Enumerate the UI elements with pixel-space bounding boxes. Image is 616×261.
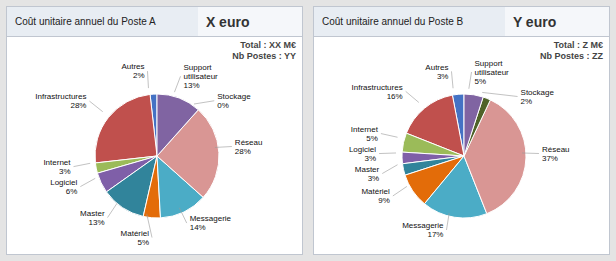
svg-text:Réseau37%: Réseau37% xyxy=(542,145,570,163)
svg-text:Messagerie14%: Messagerie14% xyxy=(190,214,232,232)
svg-text:Infrastructures16%: Infrastructures16% xyxy=(352,83,403,101)
html-text:Y euro: Y euro xyxy=(512,13,557,30)
svg-text:Matériel5%: Matériel5% xyxy=(121,229,150,247)
html-text:Total : XX M€: Total : XX M€ xyxy=(240,40,296,50)
html-text:Total : Z M€: Total : Z M€ xyxy=(553,40,603,50)
svg-text:Autres2%: Autres2% xyxy=(121,62,144,80)
svg-text:Stockage0%: Stockage0% xyxy=(217,92,251,110)
html-text:Nb Postes : YY: Nb Postes : YY xyxy=(232,51,296,61)
svg-text:Logiciel3%: Logiciel3% xyxy=(349,145,376,163)
html-text:Coût unitaire annuel du Poste: Coût unitaire annuel du Poste A xyxy=(15,16,156,27)
svg-text:Autres3%: Autres3% xyxy=(425,63,448,81)
svg-text:Réseau28%: Réseau28% xyxy=(235,138,263,156)
svg-text:Supportutilisateur5%: Supportutilisateur5% xyxy=(475,59,510,86)
svg-text:Internet5%: Internet5% xyxy=(351,125,379,143)
svg-text:Master3%: Master3% xyxy=(355,165,380,183)
svg-text:Matériel9%: Matériel9% xyxy=(361,187,390,205)
html-text:Nb Postes : ZZ: Nb Postes : ZZ xyxy=(540,51,603,61)
svg-text:Infrastructures28%: Infrastructures28% xyxy=(35,92,86,110)
svg-text:Messagerie17%: Messagerie17% xyxy=(402,221,444,239)
svg-text:Supportutilisateur13%: Supportutilisateur13% xyxy=(184,63,219,90)
html-text:X euro: X euro xyxy=(205,13,250,30)
svg-text:Internet3%: Internet3% xyxy=(43,158,71,176)
svg-text:Stockage2%: Stockage2% xyxy=(521,88,555,106)
html-text:Coût unitaire annuel du Poste: Coût unitaire annuel du Poste B xyxy=(322,16,464,27)
svg-text:Logiciel6%: Logiciel6% xyxy=(50,178,77,196)
svg-text:Master13%: Master13% xyxy=(80,209,105,227)
